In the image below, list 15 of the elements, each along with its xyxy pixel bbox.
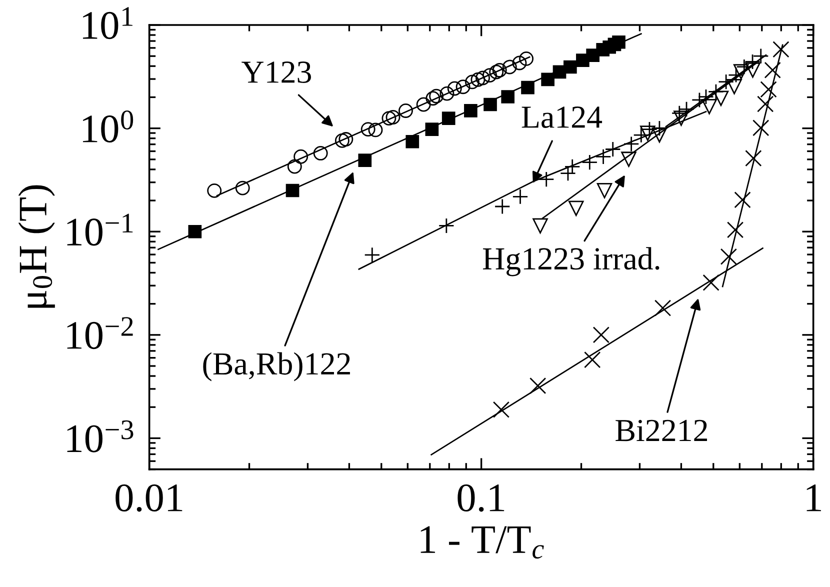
x-tick-label: 0.01 (116, 484, 182, 512)
annotation: Hg1223 irrad. (483, 247, 660, 276)
annotation: La124 (522, 106, 602, 128)
x-axis-title: 1 - T/T$_{c}$ (420, 526, 544, 559)
x-tick-label: 0.1 (458, 484, 504, 512)
annotation: (Ba,Rb)122 (203, 352, 350, 382)
annotation: Bi2212 (616, 420, 707, 442)
annotation: Y123 (242, 62, 311, 83)
y-tick-label: 10$^{−1}$ (67, 214, 133, 246)
y-axis-title: μ$_{0}$H (T) (18, 185, 55, 308)
y-tick-label: 10$^{0}$ (82, 110, 134, 143)
x-tick-label: 1 (806, 484, 821, 512)
y-tick-label: 10$^{1}$ (82, 7, 132, 40)
y-tick-label: 10$^{−3}$ (67, 420, 134, 452)
y-tick-label: 10$^{−2}$ (67, 317, 133, 350)
